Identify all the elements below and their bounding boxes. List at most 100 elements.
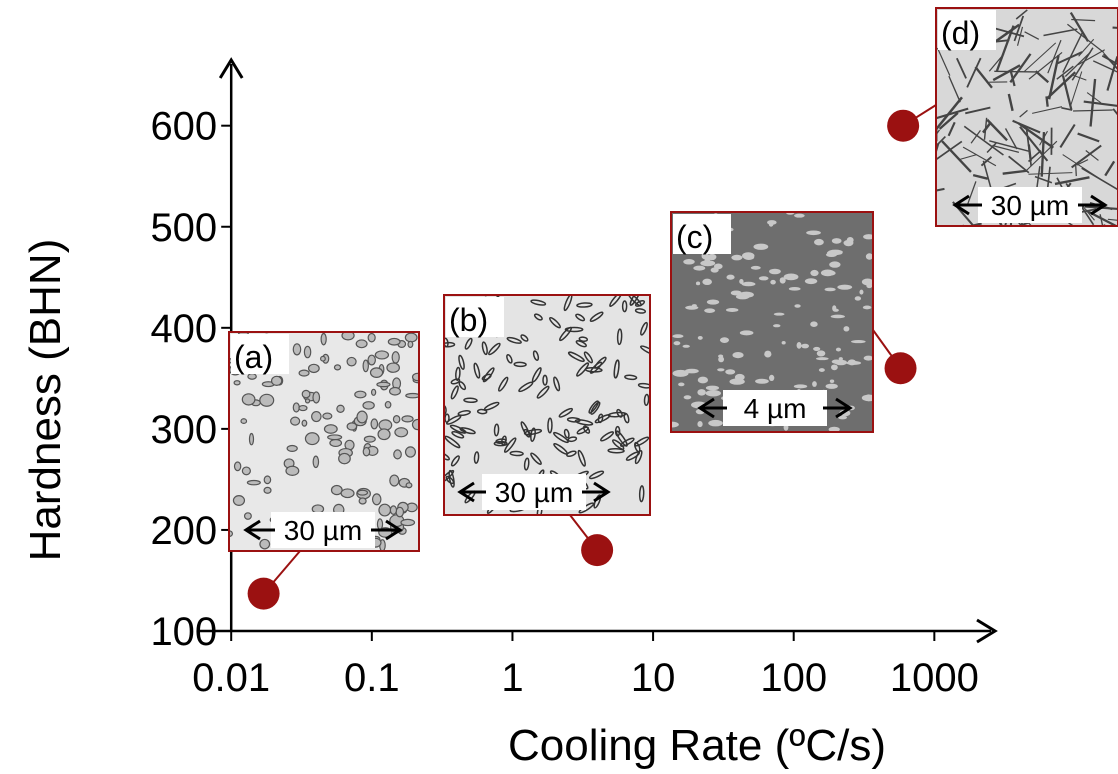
grain — [706, 386, 719, 391]
grain — [794, 214, 805, 218]
grain — [726, 275, 734, 280]
grain — [347, 357, 356, 365]
grain — [406, 447, 416, 457]
micrograph-inset: (b)30 µm — [438, 289, 657, 518]
grain — [755, 379, 769, 384]
grain — [293, 403, 299, 412]
grain — [827, 250, 843, 255]
grain — [784, 273, 799, 280]
grain — [260, 539, 270, 548]
grain — [825, 288, 836, 292]
grain — [797, 342, 802, 349]
grain — [394, 450, 402, 459]
inset-label: (d) — [941, 15, 980, 51]
x-tick-label: 1 — [501, 656, 523, 700]
grain — [234, 381, 240, 385]
grain — [831, 364, 838, 370]
grain — [373, 494, 381, 505]
grain — [396, 507, 403, 516]
y-tick-label: 400 — [150, 307, 217, 351]
grain — [831, 315, 845, 319]
grain — [406, 483, 412, 488]
y-tick-label: 300 — [150, 408, 217, 452]
grain — [693, 266, 705, 271]
y-axis-label: Hardness (BHN) — [21, 239, 70, 562]
grain — [810, 321, 817, 327]
grain — [698, 377, 708, 384]
grain — [233, 496, 244, 506]
grain — [837, 285, 852, 290]
grain — [357, 490, 367, 495]
grain — [718, 356, 724, 362]
grain — [794, 384, 807, 388]
grain — [330, 440, 342, 447]
grain — [810, 270, 818, 276]
grain — [370, 368, 382, 377]
grain — [286, 466, 299, 475]
data-point — [887, 110, 919, 142]
grain — [814, 239, 824, 245]
inset-label: (b) — [449, 302, 488, 338]
data-point — [885, 352, 917, 384]
grain — [390, 475, 399, 486]
grain — [339, 453, 351, 463]
grain — [392, 352, 399, 363]
grain — [372, 389, 376, 395]
grain — [299, 370, 309, 376]
grain — [742, 252, 754, 259]
grain — [328, 435, 342, 440]
scale-label: 30 µm — [284, 515, 362, 546]
grain — [729, 378, 744, 384]
grain — [859, 290, 863, 295]
grain — [708, 420, 723, 427]
grain — [769, 222, 773, 227]
grain — [321, 333, 326, 344]
grain — [302, 390, 310, 397]
grain — [782, 341, 786, 345]
grain — [732, 352, 743, 358]
grain — [385, 402, 391, 408]
grain — [844, 240, 854, 246]
grain — [406, 393, 420, 397]
grain — [313, 456, 318, 467]
grain — [395, 428, 408, 437]
grain — [789, 287, 801, 291]
needle — [1076, 164, 1077, 176]
grain — [697, 421, 702, 427]
grain — [700, 260, 715, 266]
grain — [711, 267, 719, 272]
grain — [707, 299, 719, 304]
grain — [812, 381, 817, 387]
grain — [826, 384, 838, 389]
grain — [764, 351, 771, 358]
grain — [375, 351, 388, 359]
grain — [706, 390, 721, 396]
y-tick-label: 100 — [150, 610, 217, 654]
x-axis-label: Cooling Rate (ºC/s) — [508, 721, 886, 769]
grain — [672, 334, 683, 338]
grain — [855, 296, 861, 300]
x-tick-label: 1000 — [890, 656, 979, 700]
grain — [780, 277, 786, 283]
grain — [287, 446, 297, 452]
grain — [337, 405, 344, 412]
grain — [769, 269, 781, 274]
grain — [830, 380, 834, 383]
grain — [816, 357, 829, 360]
grain — [770, 280, 775, 285]
micrograph-inset: (c)4 µm — [665, 210, 876, 432]
grain — [402, 416, 413, 422]
grain — [321, 356, 326, 361]
grain — [753, 244, 768, 250]
grain — [805, 278, 817, 284]
grain — [393, 416, 399, 423]
grain — [866, 394, 872, 401]
grain — [293, 344, 300, 355]
grain — [794, 304, 800, 307]
grain — [390, 506, 396, 514]
grain — [774, 313, 785, 316]
grain — [364, 436, 375, 442]
grain — [740, 330, 754, 335]
grain — [678, 383, 684, 387]
